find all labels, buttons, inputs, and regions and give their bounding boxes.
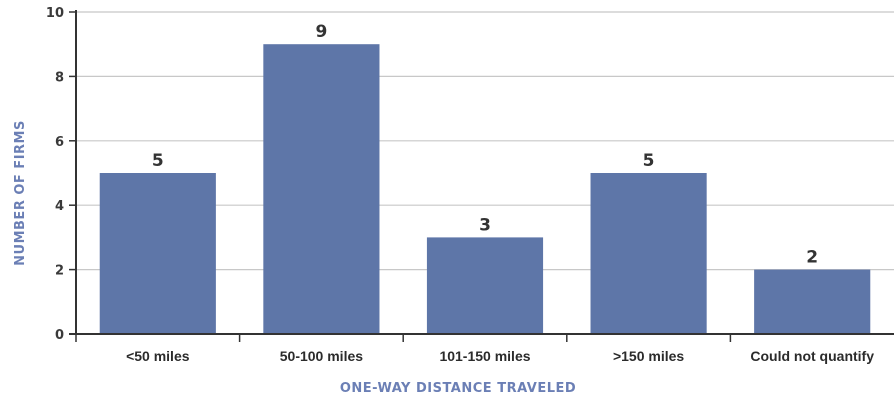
- data-label: 3: [479, 215, 491, 235]
- x-tick-label: Could not quantify: [750, 348, 874, 364]
- y-tick-label: 8: [55, 70, 64, 85]
- data-label: 9: [315, 22, 327, 42]
- bars: [99, 44, 871, 334]
- data-label: 5: [643, 151, 655, 171]
- y-tick-label: 2: [55, 264, 64, 279]
- y-tick-label: 0: [55, 328, 64, 343]
- x-tick-labels: <50 miles 50-100 miles 101-150 miles >150 m…: [126, 348, 874, 364]
- data-label: 2: [806, 248, 818, 268]
- x-tick-label: 50-100 miles: [280, 348, 363, 364]
- y-tick-label: 6: [55, 135, 64, 150]
- y-tick-label: 4: [55, 199, 64, 214]
- bar: [426, 237, 544, 334]
- bar: [754, 269, 871, 334]
- data-label: 5: [152, 151, 164, 171]
- bar: [99, 173, 216, 334]
- x-axis-title: ONE-WAY DISTANCE TRAVELED: [340, 381, 576, 396]
- y-tick-labels: 0 2 4 6 8 10: [46, 6, 64, 343]
- bar: [590, 173, 707, 334]
- x-tick-label: >150 miles: [613, 348, 684, 364]
- y-tick-label: 10: [46, 6, 64, 21]
- axes: [69, 10, 894, 342]
- data-labels: 5 9 3 5 2: [152, 22, 818, 267]
- bar: [263, 44, 380, 334]
- x-tick-label: <50 miles: [126, 348, 190, 364]
- y-axis-title: NUMBER OF FIRMS: [13, 120, 28, 266]
- x-tick-label: 101-150 miles: [439, 348, 530, 364]
